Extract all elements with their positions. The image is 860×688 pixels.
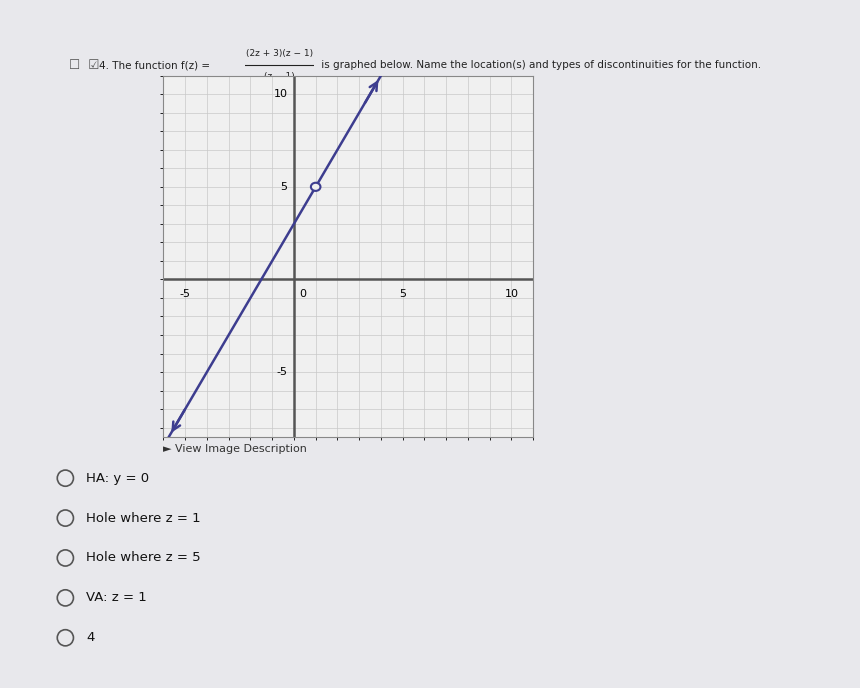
Text: (z − 1): (z − 1) [264,72,295,80]
Text: 0: 0 [299,289,306,299]
Text: VA: z = 1: VA: z = 1 [86,592,147,604]
Text: 5: 5 [399,289,406,299]
Text: 10: 10 [273,89,287,99]
Text: (2z + 3)(z − 1): (2z + 3)(z − 1) [246,50,313,58]
Text: -5: -5 [276,367,287,377]
Text: Hole where z = 1: Hole where z = 1 [86,512,200,524]
Text: Hole where z = 5: Hole where z = 5 [86,552,200,564]
Text: 4: 4 [86,632,95,644]
Circle shape [310,183,321,191]
Text: -5: -5 [180,289,191,299]
Text: 10: 10 [505,289,519,299]
Text: 5: 5 [280,182,287,192]
Text: HA: y = 0: HA: y = 0 [86,472,149,484]
Text: is graphed below. Name the location(s) and types of discontinuities for the func: is graphed below. Name the location(s) a… [318,61,761,70]
Text: 4. The function f(z) =: 4. The function f(z) = [99,61,213,70]
Text: ☐  ☑: ☐ ☑ [69,59,99,72]
Text: ► View Image Description: ► View Image Description [163,444,307,454]
